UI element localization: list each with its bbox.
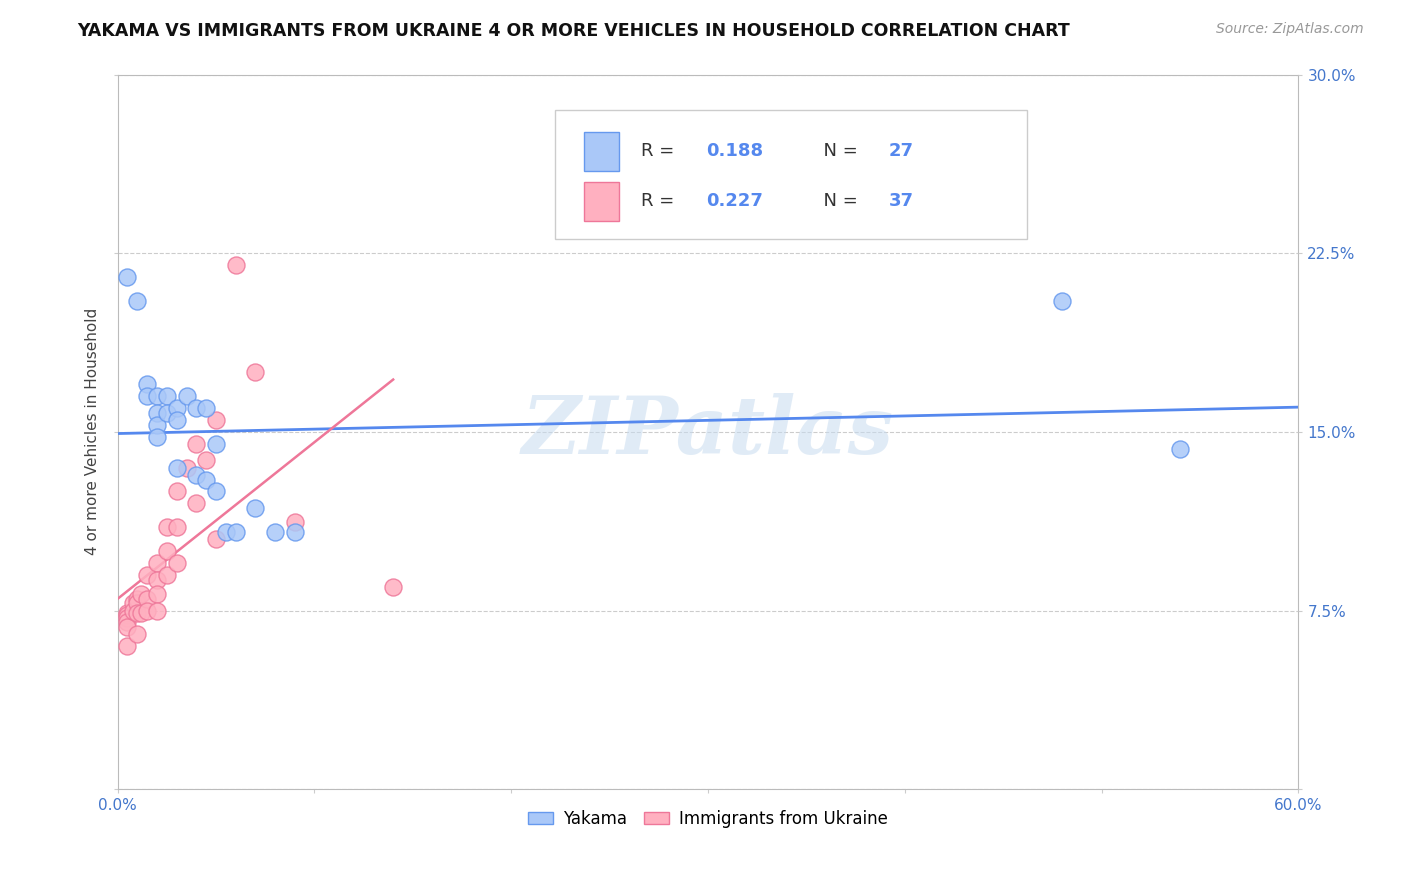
Point — [136, 567, 159, 582]
Point — [129, 587, 152, 601]
Point — [166, 484, 188, 499]
Point — [186, 467, 208, 482]
Point — [146, 556, 169, 570]
Text: 0.188: 0.188 — [706, 143, 763, 161]
Point — [186, 437, 208, 451]
Point — [284, 516, 307, 530]
Point — [117, 606, 139, 620]
Point — [195, 453, 218, 467]
Text: Source: ZipAtlas.com: Source: ZipAtlas.com — [1216, 22, 1364, 37]
Point — [195, 473, 218, 487]
Text: R =: R = — [641, 193, 679, 211]
Point — [127, 293, 149, 308]
Legend: Yakama, Immigrants from Ukraine: Yakama, Immigrants from Ukraine — [522, 803, 894, 835]
Text: YAKAMA VS IMMIGRANTS FROM UKRAINE 4 OR MORE VEHICLES IN HOUSEHOLD CORRELATION CH: YAKAMA VS IMMIGRANTS FROM UKRAINE 4 OR M… — [77, 22, 1070, 40]
Text: 37: 37 — [889, 193, 914, 211]
Point — [382, 580, 405, 594]
Point — [146, 587, 169, 601]
Point — [166, 401, 188, 415]
Point — [205, 413, 228, 427]
Point — [176, 389, 198, 403]
Point — [122, 603, 145, 617]
Bar — [583, 132, 620, 171]
Bar — [583, 182, 620, 221]
Point — [146, 417, 169, 432]
Point — [156, 389, 179, 403]
Point — [156, 544, 179, 558]
Point — [117, 608, 139, 623]
Point — [186, 496, 208, 510]
Text: N =: N = — [811, 193, 863, 211]
Point — [146, 389, 169, 403]
Point — [186, 401, 208, 415]
Point — [117, 270, 139, 285]
Text: 27: 27 — [889, 143, 914, 161]
Point — [136, 603, 159, 617]
Point — [1050, 293, 1073, 308]
Point — [127, 627, 149, 641]
Point — [156, 520, 179, 534]
Point — [117, 610, 139, 624]
Point — [205, 437, 228, 451]
Point — [205, 532, 228, 546]
Point — [146, 406, 169, 420]
Text: N =: N = — [811, 143, 863, 161]
FancyBboxPatch shape — [554, 111, 1026, 239]
Point — [245, 365, 267, 379]
Text: ZIPatlas: ZIPatlas — [522, 393, 894, 471]
Point — [117, 620, 139, 634]
Text: R =: R = — [641, 143, 679, 161]
Point — [146, 573, 169, 587]
Point — [117, 640, 139, 654]
Point — [225, 258, 247, 272]
Point — [205, 484, 228, 499]
Point — [129, 606, 152, 620]
Point — [284, 524, 307, 539]
Point — [176, 460, 198, 475]
Text: 0.227: 0.227 — [706, 193, 762, 211]
Point — [127, 596, 149, 610]
Point — [166, 413, 188, 427]
Point — [146, 430, 169, 444]
Point — [146, 603, 169, 617]
Point — [136, 389, 159, 403]
Point — [225, 524, 247, 539]
Point — [127, 606, 149, 620]
Point — [166, 460, 188, 475]
Point — [215, 524, 238, 539]
Point — [1168, 442, 1191, 456]
Point — [122, 596, 145, 610]
Point — [136, 591, 159, 606]
Point — [166, 556, 188, 570]
Point — [127, 591, 149, 606]
Point — [156, 567, 179, 582]
Point — [117, 615, 139, 630]
Point — [156, 406, 179, 420]
Y-axis label: 4 or more Vehicles in Household: 4 or more Vehicles in Household — [86, 309, 100, 556]
Point — [264, 524, 287, 539]
Point — [166, 520, 188, 534]
Point — [136, 377, 159, 392]
Point — [195, 401, 218, 415]
Point — [245, 501, 267, 516]
